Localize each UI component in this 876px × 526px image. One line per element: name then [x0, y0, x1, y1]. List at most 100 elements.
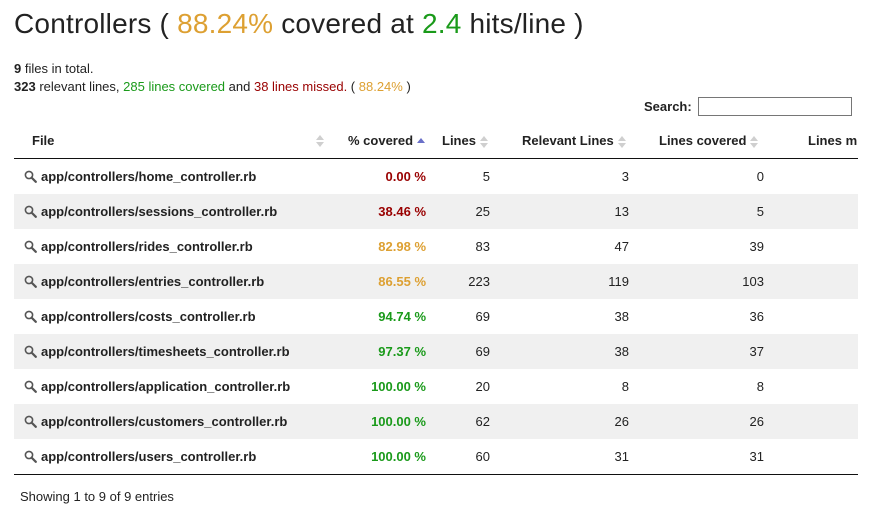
- relevant-lines-cell: 3: [504, 158, 649, 194]
- magnifier-icon: [24, 275, 37, 288]
- column-header-lines[interactable]: Lines: [434, 123, 504, 159]
- file-link[interactable]: app/controllers/home_controller.rb: [41, 169, 257, 184]
- file-link[interactable]: app/controllers/application_controller.r…: [41, 379, 291, 394]
- covered-percent-cell: 0.00 %: [334, 158, 434, 194]
- table-row: app/controllers/timesheets_controller.rb…: [14, 334, 858, 369]
- magnifier-icon: [24, 170, 37, 183]
- magnifier-icon: [24, 205, 37, 218]
- file-link[interactable]: app/controllers/costs_controller.rb: [41, 309, 256, 324]
- column-header-covered[interactable]: % covered: [334, 123, 434, 159]
- search-input[interactable]: [697, 97, 852, 116]
- file-cell: app/controllers/timesheets_controller.rb: [14, 334, 334, 369]
- lines-cell: 62: [434, 404, 504, 439]
- file-link[interactable]: app/controllers/rides_controller.rb: [41, 239, 253, 254]
- title-prefix: Controllers (: [14, 8, 178, 39]
- file-link[interactable]: app/controllers/sessions_controller.rb: [41, 204, 278, 219]
- file-link[interactable]: app/controllers/customers_controller.rb: [41, 414, 288, 429]
- lines-missed-cell: 1: [784, 334, 858, 369]
- relevant-text: relevant lines,: [35, 79, 124, 94]
- lines-cell: 69: [434, 299, 504, 334]
- lines-summary: 323 relevant lines, 285 lines covered an…: [14, 78, 411, 96]
- lines-covered-cell: 39: [649, 229, 784, 264]
- table-row: app/controllers/entries_controller.rb 86.…: [14, 264, 858, 299]
- relevant-lines-cell: 31: [504, 439, 649, 475]
- magnifier-icon: [24, 415, 37, 428]
- table-row: app/controllers/application_controller.r…: [14, 369, 858, 404]
- covered-percent-cell: 100.00 %: [334, 439, 434, 475]
- table-row: app/controllers/users_controller.rb 100.0…: [14, 439, 858, 475]
- sort-both-icon: [750, 135, 759, 148]
- files-summary: 9 files in total.: [14, 60, 411, 78]
- lines-cell: 83: [434, 229, 504, 264]
- file-cell: app/controllers/costs_controller.rb: [14, 299, 334, 334]
- file-cell: app/controllers/users_controller.rb: [14, 439, 334, 475]
- covered-text: 285 lines covered: [123, 79, 226, 94]
- lines-cell: 20: [434, 369, 504, 404]
- page-title: Controllers ( 88.24% covered at 2.4 hits…: [14, 8, 584, 40]
- relevant-count: 323: [14, 79, 36, 94]
- lines-cell: 5: [434, 158, 504, 194]
- covered-percent-cell: 38.46 %: [334, 194, 434, 229]
- relevant-lines-cell: 119: [504, 264, 649, 299]
- file-cell: app/controllers/home_controller.rb: [14, 158, 334, 194]
- coverage-table-wrapper: File % covered Lines Relevant Lines Line…: [14, 123, 858, 475]
- covered-percent-cell: 97.37 %: [334, 334, 434, 369]
- sort-both-icon: [479, 135, 488, 148]
- file-cell: app/controllers/sessions_controller.rb: [14, 194, 334, 229]
- magnifier-icon: [24, 310, 37, 323]
- magnifier-icon: [24, 240, 37, 253]
- lines-cell: 60: [434, 439, 504, 475]
- lines-cell: 69: [434, 334, 504, 369]
- column-header-file[interactable]: File: [14, 123, 334, 159]
- covered-percent-cell: 86.55 %: [334, 264, 434, 299]
- title-coverage-percent: 88.24%: [177, 8, 274, 39]
- covered-percent-cell: 100.00 %: [334, 369, 434, 404]
- lines-missed-cell: 2: [784, 299, 858, 334]
- lines-missed-cell: 0: [784, 404, 858, 439]
- lines-cell: 223: [434, 264, 504, 299]
- covered-percent-cell: 82.98 %: [334, 229, 434, 264]
- table-header-row: File % covered Lines Relevant Lines Line…: [14, 123, 858, 159]
- sort-both-icon: [316, 135, 324, 147]
- magnifier-icon: [24, 345, 37, 358]
- lines-missed-cell: 0: [784, 369, 858, 404]
- summary-percent: 88.24%: [358, 79, 403, 94]
- search-label: Search:: [644, 99, 692, 114]
- table-row: app/controllers/costs_controller.rb 94.74…: [14, 299, 858, 334]
- title-mid: covered at: [273, 8, 422, 39]
- file-link[interactable]: app/controllers/timesheets_controller.rb: [41, 344, 290, 359]
- paren-open: (: [347, 79, 359, 94]
- lines-covered-cell: 31: [649, 439, 784, 475]
- lines-missed-cell: 0: [784, 439, 858, 475]
- file-cell: app/controllers/entries_controller.rb: [14, 264, 334, 299]
- lines-covered-cell: 8: [649, 369, 784, 404]
- lines-missed-cell: 3: [784, 158, 858, 194]
- column-header-lines-missed[interactable]: Lines missed: [784, 123, 858, 159]
- table-body: app/controllers/home_controller.rb 0.00 %…: [14, 158, 858, 475]
- lines-covered-cell: 0: [649, 158, 784, 194]
- title-suffix: hits/line ): [461, 8, 584, 39]
- lines-covered-cell: 5: [649, 194, 784, 229]
- table-row: app/controllers/sessions_controller.rb 38…: [14, 194, 858, 229]
- relevant-lines-cell: 38: [504, 299, 649, 334]
- lines-missed-cell: 8: [784, 194, 858, 229]
- column-header-relevant-lines[interactable]: Relevant Lines: [504, 123, 649, 159]
- lines-covered-cell: 36: [649, 299, 784, 334]
- file-link[interactable]: app/controllers/users_controller.rb: [41, 449, 257, 464]
- sort-both-icon: [617, 135, 626, 148]
- covered-percent-cell: 94.74 %: [334, 299, 434, 334]
- coverage-table: File % covered Lines Relevant Lines Line…: [14, 123, 858, 475]
- lines-covered-cell: 103: [649, 264, 784, 299]
- files-count: 9: [14, 61, 22, 76]
- file-link[interactable]: app/controllers/entries_controller.rb: [41, 274, 265, 289]
- column-header-lines-covered[interactable]: Lines covered: [649, 123, 784, 159]
- relevant-lines-cell: 13: [504, 194, 649, 229]
- missed-text: 38 lines missed.: [253, 79, 348, 94]
- file-cell: app/controllers/rides_controller.rb: [14, 229, 334, 264]
- table-row: app/controllers/rides_controller.rb 82.98…: [14, 229, 858, 264]
- table-row: app/controllers/home_controller.rb 0.00 %…: [14, 158, 858, 194]
- file-cell: app/controllers/customers_controller.rb: [14, 404, 334, 439]
- relevant-lines-cell: 47: [504, 229, 649, 264]
- file-cell: app/controllers/application_controller.r…: [14, 369, 334, 404]
- lines-cell: 25: [434, 194, 504, 229]
